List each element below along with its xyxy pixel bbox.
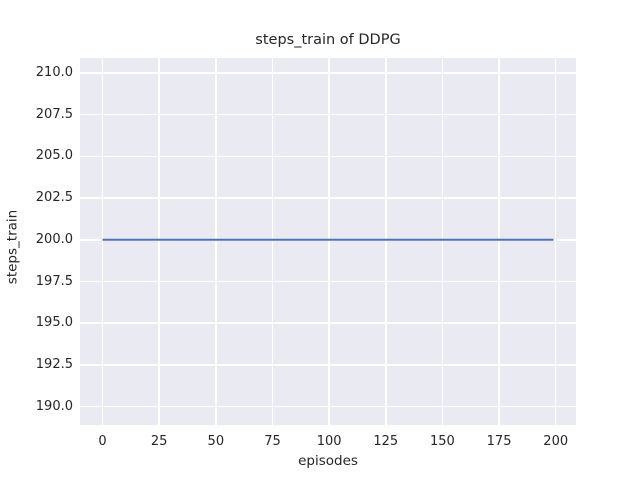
y-gridline	[80, 364, 576, 366]
x-tick-label: 125	[373, 434, 399, 449]
x-gridline	[271, 58, 274, 425]
x-tick-label: 175	[486, 434, 512, 449]
x-gridline	[158, 58, 160, 425]
x-tick-label: 150	[430, 434, 455, 449]
y-tick-label: 190.0	[35, 398, 73, 414]
x-tick-label: 100	[316, 434, 342, 449]
y-gridline	[80, 155, 576, 158]
x-tick-label: 25	[150, 434, 168, 449]
x-gridline	[101, 58, 104, 425]
y-gridline	[80, 405, 576, 408]
plot-area	[80, 58, 576, 425]
y-tick-label: 205.0	[35, 148, 73, 164]
line-plot	[102, 238, 554, 241]
x-gridline	[498, 58, 500, 425]
x-axis-label: episodes	[298, 453, 358, 469]
x-gridline	[441, 58, 444, 425]
y-gridline	[80, 197, 576, 199]
y-tick-label: 210.0	[35, 65, 73, 80]
y-gridline	[80, 322, 576, 324]
x-gridline	[554, 58, 557, 425]
x-tick-label: 50	[207, 434, 225, 449]
x-gridline	[215, 58, 217, 425]
y-gridline	[80, 280, 576, 283]
y-axis-label: steps_train	[4, 209, 21, 285]
y-tick-label: 202.5	[35, 190, 73, 206]
x-tick-label: 0	[98, 434, 107, 449]
x-tick-label: 75	[264, 434, 281, 449]
y-tick-label: 197.5	[35, 273, 73, 289]
chart-title: steps_train of DDPG	[255, 32, 401, 48]
y-gridline	[80, 113, 576, 116]
x-tick-label: 200	[543, 434, 569, 449]
x-gridline	[385, 58, 387, 425]
y-gridline	[80, 72, 576, 74]
y-tick-label: 200.0	[35, 231, 73, 247]
y-tick-label: 207.5	[35, 106, 73, 122]
y-tick-label: 195.0	[35, 315, 73, 331]
x-gridline	[328, 58, 330, 425]
y-tick-label: 192.5	[35, 356, 73, 372]
